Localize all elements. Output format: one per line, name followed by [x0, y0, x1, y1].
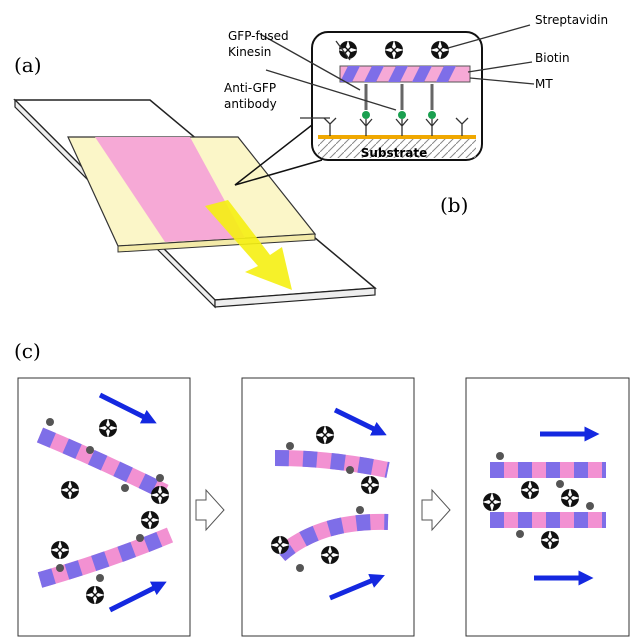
panel-label: (c)	[14, 339, 41, 363]
callout: Substrate	[235, 25, 534, 185]
callout-label: Biotin	[535, 51, 570, 65]
callout-label: Substrate	[361, 146, 428, 160]
callout-label: Streptavidin	[535, 13, 608, 27]
callout-label: Kinesin	[228, 45, 271, 59]
panel-label: (b)	[440, 193, 468, 217]
panel-label: (a)	[14, 53, 42, 77]
callout-label: GFP-fused	[228, 29, 289, 43]
callout-label: MT	[535, 77, 553, 91]
figure: (a) (b) (c) Substrate GFP-fused Kinesin …	[0, 0, 630, 641]
callout-label: antibody	[224, 97, 277, 111]
sequence	[18, 378, 629, 636]
callout-label: Anti-GFP	[224, 81, 276, 95]
